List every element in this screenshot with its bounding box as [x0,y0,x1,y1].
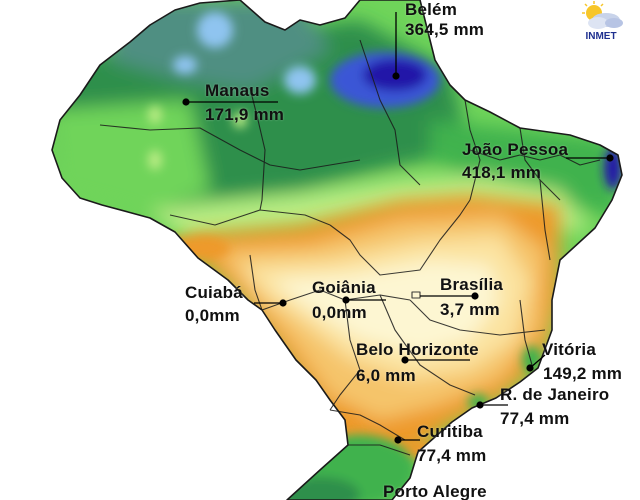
logo-text: INMET [585,31,617,42]
city-value-manaus: 171,9 mm [205,105,285,124]
marker-belem [392,72,400,80]
sun-cloud-icon [566,0,636,44]
city-name-vitoria: Vitória [542,340,596,359]
city-name-brasilia: Brasília [440,275,504,294]
city-value-belem: 364,5 mm [405,20,485,39]
marker-joao-pessoa [606,154,614,162]
marker-cuiaba [279,299,287,307]
city-name-belo-horizonte: Belo Horizonte [356,340,479,359]
city-name-joao-pessoa: João Pessoa [462,140,569,159]
inmet-logo: INMET [566,0,636,44]
city-name-cuiaba: Cuiabá [185,283,243,302]
marker-brasilia [471,292,479,300]
marker-belo-horizonte [401,356,409,364]
city-name-goiania: Goiânia [312,278,376,297]
city-value-rio-de-janeiro: 77,4 mm [500,409,570,428]
marker-rio-de-janeiro [476,401,484,409]
city-name-rio-de-janeiro: R. de Janeiro [500,385,610,404]
city-value-curitiba: 77,4 mm [417,446,487,465]
city-name-porto-alegre: Porto Alegre [383,482,487,500]
marker-goiania [342,296,350,304]
marker-curitiba [394,436,402,444]
marker-vitoria [526,364,534,372]
city-name-belem: Belém [405,0,458,19]
city-name-manaus: Manaus [205,81,270,100]
city-value-vitoria: 149,2 mm [543,364,623,383]
marker-manaus [182,98,190,106]
city-value-brasilia: 3,7 mm [440,300,500,319]
city-value-joao-pessoa: 418,1 mm [462,163,542,182]
city-name-curitiba: Curitiba [417,422,483,441]
city-value-belo-horizonte: 6,0 mm [356,366,416,385]
city-value-goiania: 0,0mm [312,303,367,322]
city-value-cuiaba: 0,0mm [185,306,240,325]
